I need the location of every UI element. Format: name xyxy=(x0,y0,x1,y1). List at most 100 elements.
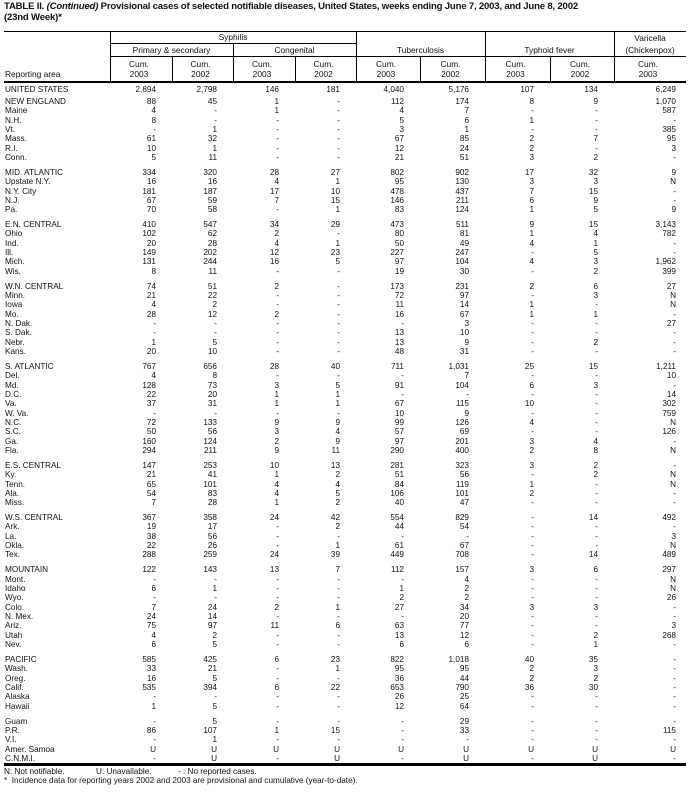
column-divider xyxy=(110,31,111,81)
data-cell: 2 xyxy=(274,436,279,446)
data-cell: 2 xyxy=(593,470,598,480)
data-cell: 4 xyxy=(335,479,340,489)
reporting-area: W.N. CENTRAL xyxy=(5,281,64,291)
data-cell: 2 xyxy=(212,300,217,310)
reporting-area: R.I. xyxy=(5,143,18,153)
data-cell: 394 xyxy=(203,682,217,692)
data-cell: 5 xyxy=(151,152,156,162)
data-cell: 41 xyxy=(207,470,217,480)
data-cell: 1 xyxy=(593,309,598,319)
data-cell: 1 xyxy=(593,238,598,248)
data-cell: 400 xyxy=(455,445,469,455)
data-cell: - xyxy=(153,408,156,418)
data-cell: 4 xyxy=(274,238,279,248)
data-cell: N xyxy=(670,291,676,301)
data-cell: 5 xyxy=(212,701,217,711)
data-cell: 22 xyxy=(207,291,217,301)
cum-label: Cum. xyxy=(251,59,272,69)
table-bottom-rule xyxy=(4,763,686,766)
data-cell: 253 xyxy=(203,460,217,470)
data-cell: 27 xyxy=(394,602,404,612)
data-cell: 2 xyxy=(335,522,340,532)
data-cell: 173 xyxy=(390,281,404,291)
data-cell: 11 xyxy=(208,266,218,276)
data-cell: 399 xyxy=(662,266,676,276)
cum-label: Cum. xyxy=(128,59,149,69)
data-cell: 35 xyxy=(588,654,598,664)
data-cell: - xyxy=(595,399,598,409)
footnote: * Incidence data for reporting years 200… xyxy=(4,776,358,785)
data-cell: U xyxy=(670,744,676,754)
data-cell: - xyxy=(595,328,598,338)
table-row: PACIFIC 585 425 6 23 822 1,018 40 35 - xyxy=(4,655,686,664)
data-cell: 61 xyxy=(394,541,404,551)
data-cell: 1 xyxy=(335,238,340,248)
table-row: E.S. CENTRAL 147 253 10 13 281 323 3 2 - xyxy=(4,461,686,470)
data-cell: - xyxy=(276,522,279,532)
data-cell: 95 xyxy=(394,664,404,674)
data-cell: 128 xyxy=(142,380,156,390)
reporting-area: Tenn. xyxy=(5,479,26,489)
data-cell: 8 xyxy=(212,371,217,381)
data-cell: - xyxy=(337,692,340,702)
data-cell: 75 xyxy=(146,621,156,631)
data-cell: - xyxy=(337,640,340,650)
data-cell: 227 xyxy=(390,248,404,258)
data-cell: - xyxy=(531,337,534,347)
cum-label: Cum. xyxy=(375,59,396,69)
data-cell: 24 xyxy=(459,143,469,153)
data-cell: 14 xyxy=(459,300,469,310)
table-row: Minn. 21 22 - - 72 97 - 3 N xyxy=(4,291,686,300)
title-prefix: TABLE II. xyxy=(4,1,47,12)
data-cell: - xyxy=(595,479,598,489)
data-cell: - xyxy=(214,593,217,603)
header-bottom-rule xyxy=(4,81,686,83)
data-cell: - xyxy=(673,664,676,674)
table-row: N.H. 8 - - - 5 6 1 - - xyxy=(4,116,686,125)
data-cell: 181 xyxy=(326,84,340,94)
data-cell: 1 xyxy=(593,640,598,650)
table-row: Ky. 21 41 1 2 51 56 - 2 N xyxy=(4,470,686,479)
data-cell: - xyxy=(401,389,404,399)
reporting-area: Minn. xyxy=(5,291,26,301)
data-cell: 54 xyxy=(146,488,156,498)
data-cell: - xyxy=(673,640,676,650)
data-cell: - xyxy=(276,612,279,622)
data-cell: 6 xyxy=(464,115,469,125)
data-cell: - xyxy=(276,300,279,310)
data-cell: 54 xyxy=(459,522,469,532)
column-divider xyxy=(614,31,615,81)
data-cell: 1,211 xyxy=(656,361,676,371)
table-row: Md. 128 73 3 5 91 104 6 3 - xyxy=(4,381,686,390)
data-cell: - xyxy=(153,735,156,745)
data-cell: 11 xyxy=(270,621,280,631)
data-cell: 34 xyxy=(269,220,279,230)
data-cell: 822 xyxy=(390,654,404,664)
table-row: Va. 37 31 1 1 67 115 10 - 302 xyxy=(4,399,686,408)
data-cell: 449 xyxy=(390,550,404,560)
data-cell: - xyxy=(276,541,279,551)
data-cell: - xyxy=(531,541,534,551)
data-cell: - xyxy=(276,753,279,763)
data-cell: 49 xyxy=(459,238,469,248)
typhoid-header: Typhoid fever xyxy=(524,45,575,55)
data-cell: 1,070 xyxy=(655,97,677,106)
data-cell: - xyxy=(401,371,404,381)
data-cell: - xyxy=(337,574,340,584)
data-cell: - xyxy=(595,716,598,726)
data-cell: 25 xyxy=(459,692,469,702)
data-cell: 124 xyxy=(203,436,217,446)
reporting-area: Ky. xyxy=(5,470,17,480)
reporting-area: Ariz. xyxy=(5,621,22,631)
data-cell: 9 xyxy=(529,220,534,230)
data-cell: 6 xyxy=(529,195,534,205)
data-cell: U xyxy=(150,744,156,754)
data-cell: 187 xyxy=(203,186,217,196)
data-cell: U xyxy=(211,753,217,763)
data-cell: - xyxy=(673,602,676,612)
data-cell: - xyxy=(531,621,534,631)
data-cell: U xyxy=(334,753,340,763)
data-cell: - xyxy=(337,124,340,134)
data-cell: 13 xyxy=(330,460,340,470)
data-cell: 28 xyxy=(269,167,279,177)
